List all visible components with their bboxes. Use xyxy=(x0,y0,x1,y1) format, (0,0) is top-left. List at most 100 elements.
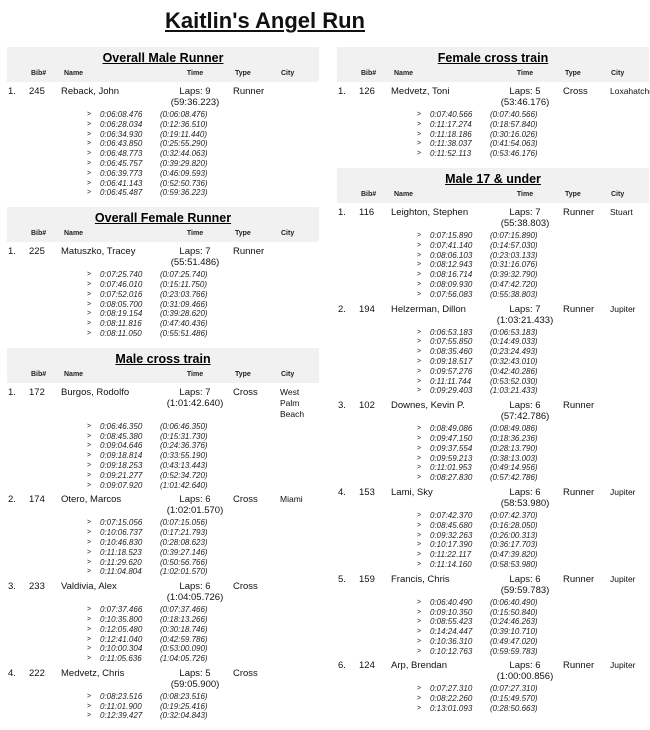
lap-marker-icon: > xyxy=(87,159,92,167)
lap-indent xyxy=(7,441,87,451)
column-header-bib: Bib# xyxy=(361,190,377,198)
time-cell: Laps: 7 (55:51.486) xyxy=(157,246,233,268)
lap-marker-icon: > xyxy=(87,300,92,308)
lap-cumulative-time: (0:07:27.310) xyxy=(490,684,538,694)
lap-split-time: 0:09:18.814 xyxy=(100,451,143,461)
lap-marker-icon: > xyxy=(417,685,422,693)
runner-name-cell: Helzerman, Dillon xyxy=(391,303,466,315)
lap-cumulative-time: (0:07:40.566) xyxy=(490,110,538,119)
time-cell: Laps: 6 (1:00:00.856) xyxy=(487,660,563,682)
lap-cumulative-time: (0:43:13.443) xyxy=(160,460,208,470)
position-cell: 4. xyxy=(338,486,346,498)
entry-main-row: 4. 222 Medvetz, Chris Laps: 5 (59:05.900) Cro… xyxy=(7,668,319,690)
lap-marker-icon: > xyxy=(87,310,92,318)
lap-times-list: >0:07:42.370 (0:07:42.370) >0:08:45.680 (0:… xyxy=(337,511,649,570)
column-header-type: Type xyxy=(235,230,251,238)
column-header-position xyxy=(7,69,29,79)
time-cell: Laps: 6 (1:04:05.726) xyxy=(157,581,233,603)
lap-split-time: 0:07:42.370 xyxy=(430,510,473,520)
lap-split-time: 0:08:05.700 xyxy=(100,299,143,309)
lap-split-time: 0:09:32.263 xyxy=(430,530,473,540)
city-cell xyxy=(275,668,319,690)
column-header-position xyxy=(7,229,29,239)
position-cell: 3. xyxy=(8,581,16,593)
column-header-bib: Bib# xyxy=(31,70,47,77)
lap-row: >0:08:16.714 (0:39:32.790) xyxy=(337,270,649,280)
lap-row: >0:06:53.183 (0:06:53.183) xyxy=(337,328,649,338)
result-entry: 3. 233 Valdivia, Alex Laps: 6 (1:04:05.726) C… xyxy=(7,581,319,664)
lap-row: >0:08:35.460 (0:23:24.493) xyxy=(337,347,649,357)
lap-cumulative-time: (0:59:59.783) xyxy=(490,646,538,656)
lap-indent xyxy=(337,231,417,241)
lap-indent xyxy=(7,481,87,491)
lap-split-time: 0:10:36.310 xyxy=(430,636,473,646)
lap-indent xyxy=(7,290,87,300)
lap-split-time: 0:09:29.403 xyxy=(430,386,473,396)
lap-row: >0:06:45.757 (0:39:29.820) xyxy=(7,159,319,169)
lap-indent xyxy=(7,432,87,442)
lap-cumulative-time: (0:57:42.786) xyxy=(490,473,538,483)
lap-indent xyxy=(7,635,87,645)
column-header-time: Time xyxy=(516,190,534,198)
lap-marker-icon: > xyxy=(417,150,422,158)
bib-number-cell: 245 xyxy=(29,86,45,97)
column-header-name: Name xyxy=(394,190,414,198)
bib-number-cell: 233 xyxy=(29,581,45,593)
lap-indent xyxy=(337,540,417,550)
lap-row: >0:11:38.037 (0:41:54.063) xyxy=(337,139,649,149)
lap-indent xyxy=(7,169,87,179)
lap-cumulative-time: (0:30:16.026) xyxy=(490,129,538,139)
entry-main-row: 1. 245 Reback, John Laps: 9 (59:36.223) Runne… xyxy=(7,86,319,108)
lap-indent xyxy=(337,531,417,541)
lap-indent xyxy=(337,647,417,657)
total-time: (1:02:01.570) xyxy=(166,505,224,517)
lap-row: >0:11:01.900 (0:19:25.416) xyxy=(7,702,319,712)
laps-count: Laps: 7 xyxy=(509,206,541,218)
lap-indent xyxy=(7,188,87,198)
laps-count: Laps: 6 xyxy=(509,660,541,672)
lap-indent xyxy=(7,461,87,471)
lap-split-time: 0:06:53.183 xyxy=(430,327,473,337)
lap-times-list: >0:07:15.056 (0:07:15.056) >0:10:06.737 (0:… xyxy=(7,518,319,577)
total-time: (1:04:05.726) xyxy=(166,592,224,604)
lap-marker-icon: > xyxy=(417,695,422,703)
lap-indent xyxy=(7,644,87,654)
lap-split-time: 0:11:05.636 xyxy=(100,654,142,664)
lap-row: >0:09:10.350 (0:15:50.840) xyxy=(337,608,649,618)
lap-row: >0:09:47.150 (0:18:36.236) xyxy=(337,434,649,444)
lap-marker-icon: > xyxy=(87,432,92,440)
lap-times-list: >0:06:40.490 (0:06:40.490) >0:09:10.350 (0:… xyxy=(337,598,649,657)
lap-row: >0:09:18.253 (0:43:13.443) xyxy=(7,461,319,471)
results-section: Overall Female Runner Bib# Name Time Type Cit… xyxy=(7,207,319,339)
lap-indent xyxy=(7,567,87,577)
position-cell: 1. xyxy=(8,246,16,258)
lap-cumulative-time: (0:55:38.803) xyxy=(490,289,538,299)
lap-cumulative-time: (0:15:11.750) xyxy=(160,279,207,289)
lap-cumulative-time: (0:07:15.056) xyxy=(160,518,208,528)
lap-cumulative-time: (1:02:01.570) xyxy=(160,567,208,577)
total-time: (1:01:42.640) xyxy=(166,397,224,409)
lap-cumulative-time: (0:24:46.263) xyxy=(490,617,538,627)
lap-row: >0:07:40.566 (0:07:40.566) xyxy=(337,110,649,120)
lap-marker-icon: > xyxy=(87,615,92,623)
lap-indent xyxy=(337,444,417,454)
lap-indent xyxy=(7,518,87,528)
total-time: (55:51.486) xyxy=(170,257,220,269)
column-header-position xyxy=(7,370,29,380)
lap-indent xyxy=(7,149,87,159)
lap-split-time: 0:06:45.487 xyxy=(100,188,143,198)
lap-indent xyxy=(7,130,87,140)
lap-marker-icon: > xyxy=(417,348,422,356)
lap-cumulative-time: (0:07:37.466) xyxy=(160,605,208,615)
lap-split-time: 0:09:18.253 xyxy=(100,460,143,470)
lap-marker-icon: > xyxy=(417,367,422,375)
lap-split-time: 0:08:45.380 xyxy=(100,431,143,441)
lap-cumulative-time: (0:06:40.490) xyxy=(490,597,538,607)
lap-split-time: 0:06:08.476 xyxy=(100,110,143,119)
type-cell: Runner xyxy=(233,86,265,97)
lap-cumulative-time: (0:14:57.030) xyxy=(490,240,538,250)
result-entry: 1. 126 Medvetz, Toni Laps: 5 (53:46.176) Cros… xyxy=(337,86,650,159)
lap-split-time: 0:09:59.213 xyxy=(430,453,473,463)
lap-row: >0:09:32.263 (0:26:00.313) xyxy=(337,531,649,541)
lap-times-list: >0:08:23.516 (0:08:23.516) >0:11:01.900 (0:… xyxy=(7,692,319,721)
